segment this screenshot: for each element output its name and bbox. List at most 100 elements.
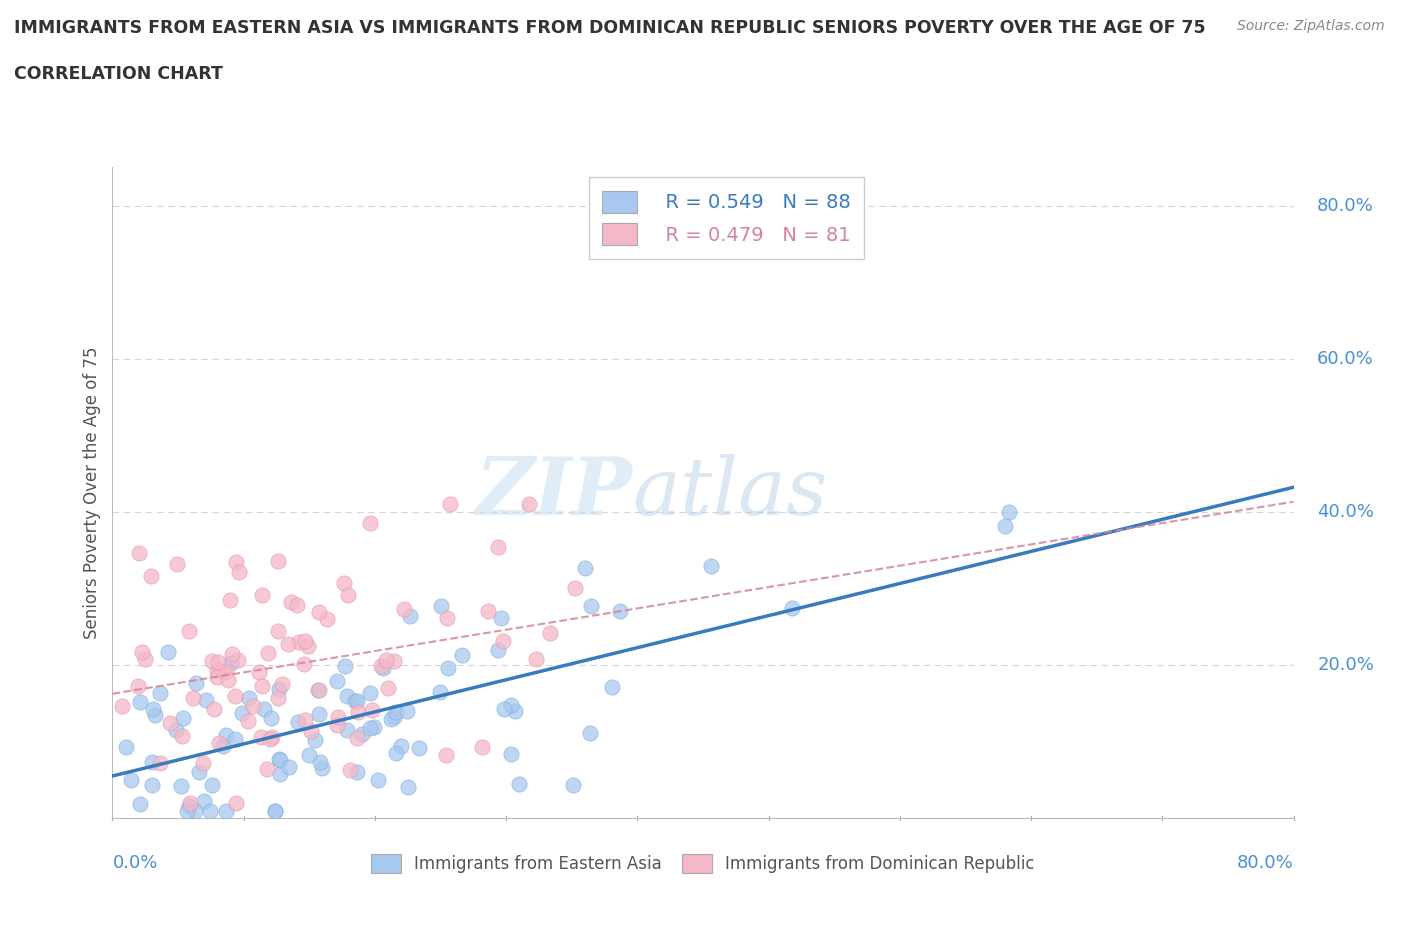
Text: 0.0%: 0.0% (112, 854, 157, 872)
Point (129, 797, 152, 812)
Point (562, 777, 585, 792)
Point (564, 580, 586, 595)
Point (201, 654, 224, 669)
Point (215, 804, 238, 818)
Point (503, 704, 526, 719)
Point (700, 558, 723, 573)
Point (215, 727, 238, 742)
Point (346, 731, 368, 746)
Point (127, 678, 149, 693)
Point (269, 753, 291, 768)
Point (389, 738, 412, 753)
Point (207, 654, 229, 669)
Text: 80.0%: 80.0% (1237, 854, 1294, 872)
Point (267, 690, 290, 705)
Point (359, 721, 381, 736)
Point (214, 664, 236, 679)
Point (277, 760, 299, 775)
Point (285, 598, 308, 613)
Text: ZIP: ZIP (475, 454, 633, 532)
Point (280, 594, 302, 609)
Point (115, 739, 138, 754)
Point (363, 719, 385, 734)
Point (186, 675, 208, 690)
Point (328, 710, 350, 724)
Point (346, 694, 368, 709)
Point (139, 569, 162, 584)
Point (252, 679, 274, 694)
Point (228, 565, 250, 579)
Point (499, 698, 522, 712)
Y-axis label: Seniors Poverty Over the Age of 75: Seniors Poverty Over the Age of 75 (83, 347, 101, 639)
Point (499, 747, 522, 762)
Point (394, 602, 416, 617)
Text: 60.0%: 60.0% (1317, 350, 1374, 368)
Point (217, 672, 239, 687)
Point (491, 611, 513, 626)
Point (298, 748, 321, 763)
Point (326, 718, 349, 733)
Point (382, 654, 405, 669)
Point (308, 707, 330, 722)
Point (294, 633, 316, 648)
Point (434, 748, 457, 763)
Point (198, 804, 221, 818)
Point (270, 676, 292, 691)
Point (238, 691, 260, 706)
Text: 20.0%: 20.0% (1317, 657, 1374, 674)
Point (384, 705, 406, 720)
Point (177, 623, 200, 638)
Point (231, 705, 253, 720)
Point (187, 764, 209, 779)
Point (471, 739, 494, 754)
Point (269, 682, 291, 697)
Point (260, 711, 283, 725)
Point (219, 592, 242, 607)
Point (408, 740, 430, 755)
Point (439, 497, 461, 512)
Point (201, 777, 224, 792)
Point (374, 653, 396, 668)
Point (308, 604, 330, 619)
Point (333, 576, 356, 591)
Point (780, 600, 803, 615)
Text: atlas: atlas (633, 454, 828, 532)
Point (377, 681, 399, 696)
Point (538, 625, 561, 640)
Point (288, 635, 311, 650)
Point (225, 554, 247, 569)
Point (343, 694, 366, 709)
Point (437, 661, 460, 676)
Point (212, 665, 235, 680)
Point (350, 726, 373, 741)
Point (492, 634, 515, 649)
Point (259, 731, 281, 746)
Point (333, 658, 356, 673)
Point (359, 685, 381, 700)
Point (299, 724, 322, 738)
Point (159, 715, 181, 730)
Point (486, 643, 509, 658)
Point (256, 762, 278, 777)
Point (297, 639, 319, 654)
Point (370, 658, 392, 673)
Point (294, 712, 316, 727)
Point (269, 766, 291, 781)
Point (264, 804, 287, 818)
Point (166, 556, 188, 571)
Point (205, 663, 228, 678)
Point (141, 777, 163, 792)
Point (307, 683, 329, 698)
Point (346, 764, 368, 779)
Point (170, 728, 193, 743)
Point (998, 505, 1021, 520)
Point (994, 518, 1017, 533)
Point (578, 725, 600, 740)
Point (224, 688, 246, 703)
Point (179, 796, 201, 811)
Point (436, 611, 458, 626)
Point (208, 736, 231, 751)
Point (145, 708, 167, 723)
Point (176, 804, 198, 818)
Point (224, 732, 246, 747)
